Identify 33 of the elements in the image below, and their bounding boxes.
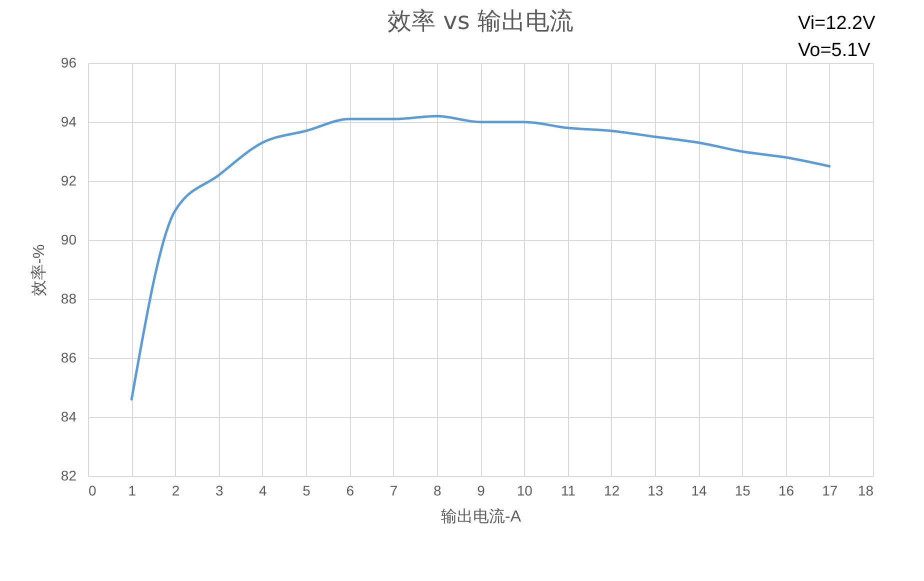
x-tick-label: 10: [516, 482, 533, 498]
chart-title: 效率 vs 输出电流: [388, 7, 574, 35]
x-tick-label: 2: [172, 482, 180, 498]
line-series: [130, 114, 831, 401]
x-tick-label: 5: [302, 482, 311, 498]
y-tick-label: 96: [60, 54, 77, 70]
x-tick-label: 13: [648, 482, 664, 498]
y-tick-label: 94: [60, 114, 77, 130]
text: Vo=5.1V: [798, 39, 872, 63]
x-tick-label: 3: [215, 482, 224, 498]
y-tick-label: 90: [60, 232, 77, 248]
x-tick-label: 18: [858, 482, 874, 498]
x-tick-label: 12: [604, 482, 620, 498]
x-tick-label: 16: [778, 482, 794, 498]
x-tick-label: 1: [128, 482, 136, 498]
x-tick-label: 7: [390, 482, 398, 498]
y-tick-label: 82: [60, 468, 77, 484]
x-tick-label: 14: [691, 482, 708, 498]
x-axis-title: 输出电流-A: [441, 508, 522, 526]
x-tick-label: 11: [560, 482, 576, 498]
y-tick-label: 92: [60, 172, 77, 188]
x-tick-label: 0: [88, 482, 96, 498]
x-tick-label: 17: [822, 482, 838, 498]
x-tick-label: 6: [346, 482, 354, 498]
text: Vi=12.2V: [798, 12, 876, 36]
x-tick-label: 15: [734, 482, 751, 498]
y-tick-label: 88: [60, 290, 77, 306]
x-tick-label: 8: [433, 482, 442, 498]
y-axis-title: 效率-%: [30, 244, 48, 296]
y-tick-label: 84: [60, 408, 77, 424]
x-tick-label: 4: [259, 482, 268, 498]
x-tick-label: 9: [477, 482, 486, 498]
y-tick-label: 86: [60, 350, 77, 366]
